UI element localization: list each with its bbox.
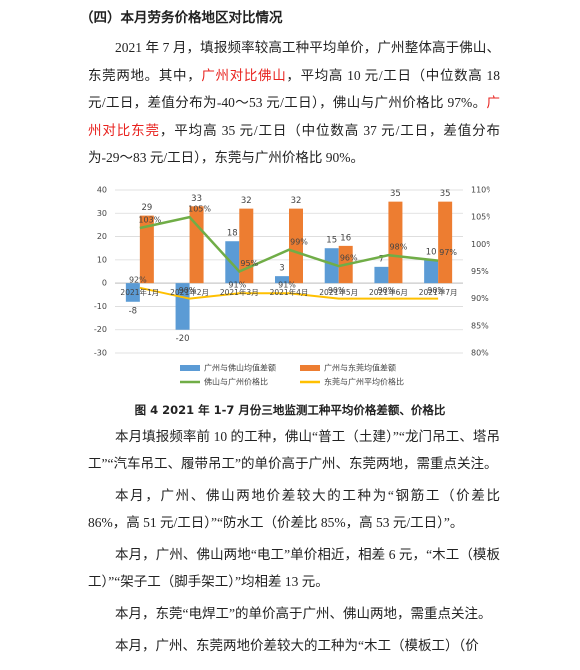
chart: -30 -20 -10 0 10 20 30 40 80% 85% 90% 95% 100% 105% 11… [94,186,490,387]
legend-label: 东莞与广州平均价格比 [324,377,404,387]
bar-value-label: 35 [440,189,451,199]
line-value-label: 97% [439,248,457,257]
bar-value-label: 15 [326,236,337,246]
y2-tick-label: 105% [471,213,490,222]
y-tick-label: -20 [94,325,107,334]
bar [289,208,303,284]
line-value-label: 91% [228,281,246,290]
line [139,286,439,300]
legend-label: 佛山与广州价格比 [204,377,268,387]
x-tick-label: 2021年5月 [319,287,358,297]
paragraph: 本月，广州、佛山两地价差较大的工种为“钢筋工（价差比 86%，高 51 元/工日… [88,488,500,530]
line-value-label: 90% [427,286,445,295]
intro-segment: 2021 年 7 月，填报频率较高工种平均单价，广州整体高于佛山、东莞两地。其中… [88,40,500,83]
line [139,215,439,274]
y-tick-label: 40 [97,186,107,195]
line-value-label: 99% [290,237,308,246]
line-value-label: 103% [138,216,161,225]
figure-caption: 图 4 2021 年 1-7 月份三地监测工种平均价格差额、价格比 [134,403,446,417]
bar-value-label: 32 [241,196,252,206]
bar [125,283,140,302]
y-tick-label: 0 [102,279,107,288]
y-tick-label: 20 [97,232,107,241]
line-value-label: 92% [129,275,147,284]
line-value-label: 90% [179,286,197,295]
bar [438,201,453,284]
bar-value-label: 35 [390,189,401,199]
bar-value-label: 33 [191,194,202,204]
body-paragraphs: 本月填报频率前 10 的工种，佛山“普工（土建）”“龙门吊工、塔吊工”“汽车吊工… [88,423,500,664]
paragraph: 本月，广州、东莞两地价差较大的工种为“木工（模板工）（价 [115,638,479,653]
x-tick-label: 2021年1月 [120,287,159,297]
bar [139,215,154,284]
line-value-label: 105% [188,205,211,214]
x-tick-label: 2021年4月 [270,287,309,297]
y2-tick-label: 85% [471,321,489,330]
legend-swatch [300,365,320,371]
line-value-label: 96% [340,254,358,263]
bar-value-label: -8 [129,306,137,316]
legend-label: 广州与东莞均值差额 [324,363,396,373]
bar [374,266,389,284]
line-value-label: 95% [240,259,258,268]
bar-value-label: 18 [227,229,238,239]
line-value-label: 90% [328,286,346,295]
legend-label: 广州与佛山均值差额 [204,363,276,373]
bar [324,248,339,284]
bar-value-label: 10 [426,247,437,257]
y2-tick-label: 110% [471,186,490,195]
intro-segment: ，平均高 10 元/工日（中位数高 18 元/工日，差值分布为-40～53 元/… [88,67,501,111]
y2-tick-label: 95% [471,267,489,276]
y2-tick-label: 80% [471,349,489,358]
bar [239,208,254,284]
x-tick-label: 2021年3月 [220,287,259,297]
x-tick-label: 2021年7月 [419,287,458,297]
line-value-label: 98% [390,243,408,252]
section-heading: （四）本月劳务价格地区对比情况 [80,10,283,26]
bar-value-label: 32 [291,196,302,206]
bar-value-label: 29 [141,203,152,213]
y-tick-label: 10 [97,255,107,264]
bar-value-label: -20 [176,334,190,344]
bar [175,283,190,330]
intro-segment: ，平均高 35 元/工日（中位数高 37 元/工日，差值分布为-29～83 元/… [88,122,500,166]
intro-paragraph: 2021 年 7 月，填报频率较高工种平均单价，广州整体高于佛山、东莞两地。其中… [88,34,500,172]
intro-segment: 广州对比东莞 [88,95,500,138]
y2-tick-label: 90% [471,294,489,303]
bar-value-label: 16 [340,233,351,243]
bar [424,259,439,284]
x-tick-label: 2021年2月 [170,287,209,297]
bar-value-label: 7 [379,254,384,264]
legend-swatch [180,365,200,371]
y-tick-label: 30 [97,209,107,218]
y-tick-label: -30 [94,349,107,358]
paragraph: 本月，广州、佛山两地“电工”单价相近，相差 6 元，“木工（模板工）”“架子工（… [88,547,500,589]
bar [275,276,289,284]
bar [388,201,403,284]
y-tick-label: -10 [94,302,107,311]
line-value-label: 90% [378,286,396,295]
bar [189,206,204,284]
intro-segment: 广州对比佛山 [201,67,287,83]
paragraph: 本月，东莞“电焊工”的单价高于广州、佛山两地，需重点关注。 [115,606,492,621]
paragraph: 本月填报频率前 10 的工种，佛山“普工（土建）”“龙门吊工、塔吊工”“汽车吊工… [88,429,500,471]
x-tick-label: 2021年6月 [369,287,408,297]
y2-tick-label: 100% [471,240,490,249]
line-value-label: 91% [278,281,296,290]
bar-value-label: 3 [279,264,284,274]
